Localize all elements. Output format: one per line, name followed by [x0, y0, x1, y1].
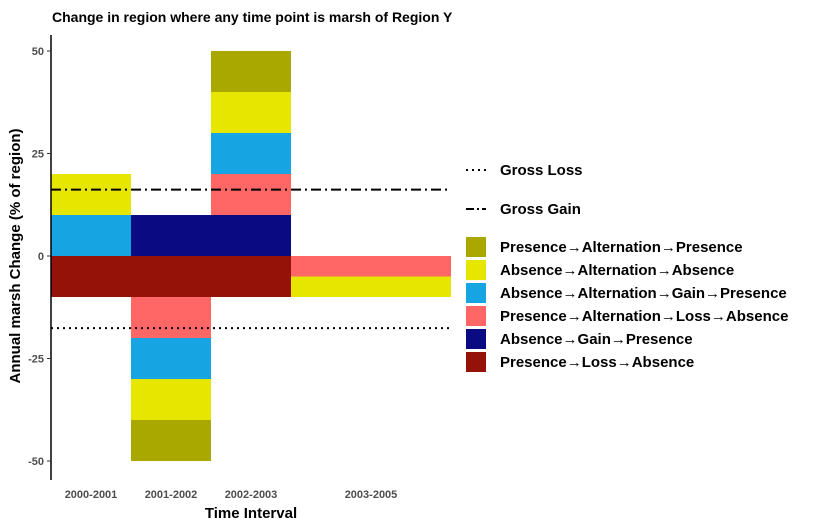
legend-swatch [466, 329, 486, 349]
bar-segment [131, 420, 211, 461]
bar-segment [131, 256, 211, 297]
y-axis-title: Annual marsh Change (% of region) [7, 128, 24, 383]
bar-segment [211, 92, 291, 133]
y-tick-label: -25 [28, 354, 44, 366]
bar-segment [131, 379, 211, 420]
x-tick-label: 2002-2003 [225, 489, 278, 501]
legend-label: Gross Gain [500, 201, 581, 218]
bar-segment [211, 174, 291, 215]
x-axis-title: Time Interval [205, 505, 297, 522]
legend-swatch [466, 237, 486, 257]
y-tick-label: 50 [32, 46, 44, 58]
bar-segment [51, 256, 131, 297]
reference-lines [51, 188, 451, 330]
legend-label: Presence→Alternation→Loss→Absence [500, 308, 788, 325]
legend-label: Presence→Loss→Absence [500, 354, 694, 371]
legend-swatch [466, 283, 486, 303]
x-tick-label: 2003-2005 [345, 489, 398, 501]
legend-swatch [466, 352, 486, 372]
legend-label: Absence→Alternation→Absence [500, 262, 734, 279]
bar-segment [211, 256, 291, 297]
chart-title: Change in region where any time point is… [52, 9, 453, 25]
bar-segment [211, 51, 291, 92]
bar-segment [51, 174, 131, 215]
bars [51, 51, 451, 461]
legend-swatch [466, 306, 486, 326]
legend: Gross Loss Gross Gain Presence→Alternation… [466, 162, 788, 372]
bar-segment [291, 256, 451, 277]
legend-label: Gross Loss [500, 162, 583, 179]
bar-segment [291, 276, 451, 297]
y-tick-label: 25 [32, 149, 44, 161]
bar-segment [211, 133, 291, 174]
x-tick-label: 2000-2001 [65, 489, 118, 501]
bar-segment [51, 215, 131, 256]
legend-label: Presence→Alternation→Presence [500, 239, 743, 256]
bar-segment [131, 338, 211, 379]
legend-swatch [466, 260, 486, 280]
x-tick-label: 2001-2002 [145, 489, 198, 501]
x-ticks: 2000-2001 2001-2002 2002-2003 2003-2005 [65, 489, 398, 501]
bar-segment [131, 215, 211, 256]
bar-segment [211, 215, 291, 256]
legend-label: Absence→Alternation→Gain→Presence [500, 285, 787, 302]
y-tick-label: -50 [28, 456, 44, 468]
bar-segment [131, 297, 211, 338]
legend-label: Absence→Gain→Presence [500, 331, 693, 348]
y-ticks: -50 -25 0 25 50 [28, 46, 51, 468]
y-tick-label: 0 [38, 251, 44, 263]
